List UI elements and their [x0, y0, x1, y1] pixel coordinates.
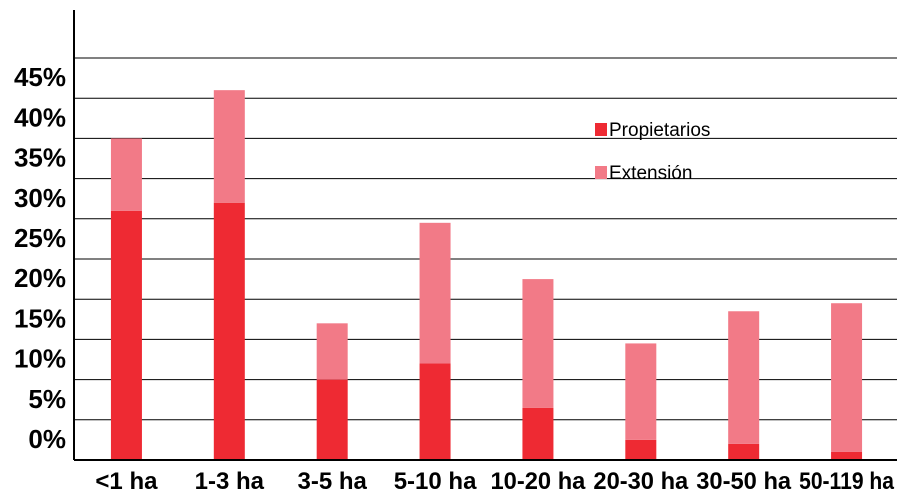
y-tick-label: 5%	[28, 384, 66, 414]
x-tick-label: 10-20 ha	[491, 468, 587, 495]
y-tick-label: 25%	[14, 223, 66, 253]
bar-propietarios	[625, 439, 657, 460]
y-tick-label: 20%	[14, 263, 66, 293]
x-tick-label: 30-50 ha	[696, 468, 792, 495]
bar-propietarios	[316, 379, 348, 460]
bar-extension	[316, 323, 348, 380]
x-tick-label: 50-119 ha	[799, 468, 894, 495]
bar-propietarios	[831, 451, 863, 460]
gridlines	[74, 57, 897, 421]
bars	[110, 90, 863, 460]
bar-propietarios	[522, 407, 554, 460]
bar-extension	[728, 311, 760, 444]
bar-extension	[110, 138, 142, 211]
x-tick-label: <1 ha	[95, 468, 158, 495]
bar-propietarios	[213, 202, 245, 460]
bar-extension	[625, 343, 657, 440]
x-tick-label: 5-10 ha	[394, 468, 477, 495]
bar-propietarios	[419, 363, 451, 460]
legend: Propietarios Extensión	[595, 120, 710, 184]
bar-propietarios	[110, 210, 142, 460]
x-tick-label: 1-3 ha	[195, 468, 265, 495]
legend-label-extension: Extensión	[609, 163, 692, 184]
bar-extension	[419, 222, 451, 364]
y-tick-label: 30%	[14, 183, 66, 213]
legend-label-propietarios: Propietarios	[609, 120, 710, 141]
y-tick-label: 35%	[14, 143, 66, 173]
axes	[73, 10, 897, 461]
y-tick-label: 15%	[14, 303, 66, 333]
x-tick-label: 3-5 ha	[298, 468, 368, 495]
y-tick-label: 40%	[14, 102, 66, 132]
y-tick-label: 10%	[14, 344, 66, 374]
x-tick-labels: <1 ha 1-3 ha 3-5 ha 5-10 ha 10-20 ha 20-30 ha…	[95, 468, 894, 495]
x-tick-label: 20-30 ha	[593, 468, 689, 495]
bar-extension	[831, 303, 863, 452]
bar-extension	[522, 279, 554, 408]
legend-swatch-extension	[595, 166, 607, 179]
legend-swatch-propietarios	[595, 123, 607, 136]
bar-extension	[213, 90, 245, 203]
y-tick-label: 45%	[14, 62, 66, 92]
y-tick-labels: 0% 5% 10% 15% 20% 25% 30% 35% 40% 45%	[14, 62, 66, 454]
y-tick-label: 0%	[28, 424, 66, 454]
bar-propietarios	[728, 443, 760, 460]
